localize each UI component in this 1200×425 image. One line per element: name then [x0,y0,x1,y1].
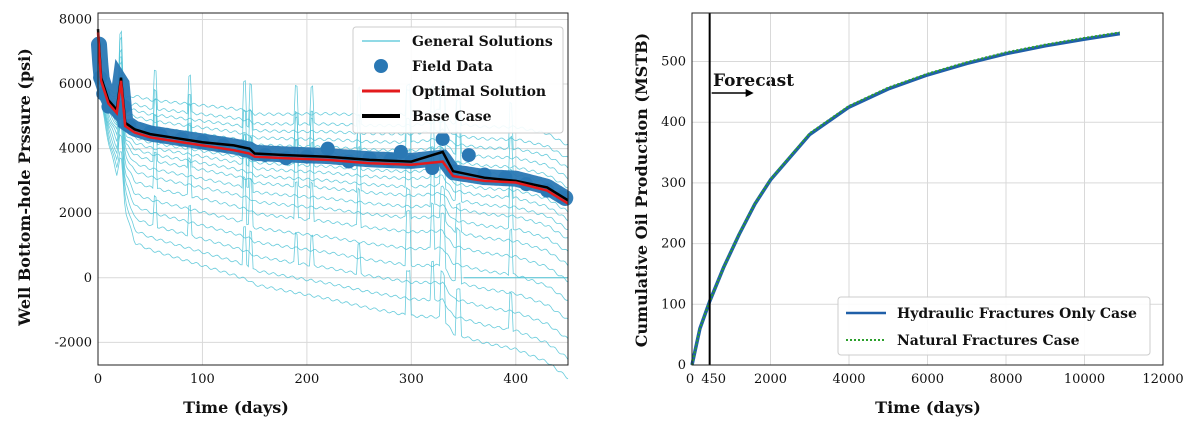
right-x-tick-12000: 12000 [1142,372,1183,387]
general-solution-line-16 [97,31,569,339]
general-solution-line-7 [97,31,569,213]
right-chart: Time (days) Cumulative Oil Production (M… [632,12,1184,417]
right-plot-frame [691,12,1164,366]
forecast-arrow-head [745,89,754,97]
right-x-tick-2000: 2000 [754,372,787,387]
field-data-point-22 [435,131,450,146]
left-y-tick-0: -2000 [55,335,92,350]
right-x-tick-450: 450 [701,372,726,387]
general-solution-line-11 [97,31,569,252]
legend-label-natural-fractures: Natural Fractures Case [897,333,1080,349]
right-x-axis-label: Time (days) [875,398,981,417]
left-x-tick-300: 300 [399,372,424,387]
general-solution-line-13 [97,33,569,283]
left-y-tick-5: 8000 [59,12,92,27]
right-legend-box [837,296,1151,356]
optimal-solution-line [96,32,569,205]
general-solution-line-18 [97,33,569,380]
left-legend-box [352,26,564,134]
general-solution-line-10 [97,31,568,239]
general-solution-line-15 [97,31,569,319]
right-y-tick-400: 400 [661,115,686,130]
left-plot-frame [97,12,569,366]
general-solution-line-12 [97,32,569,267]
field-data-point-24 [461,148,476,163]
general-solution-line-8 [97,33,569,222]
left-y-axis-label: Well Bottom-hole Prssure (psi) [15,48,34,327]
left-x-axis-label: Time (days) [183,398,289,417]
right-y-tick-300: 300 [661,176,686,191]
left-x-tick-0: 0 [94,372,102,387]
legend-label-field-data: Field Data [412,59,493,75]
general-solution-line-1 [97,30,569,158]
legend-swatch-field-data [374,59,388,73]
left-y-tick-1: 0 [84,271,92,286]
right-x-tick-6000: 6000 [911,372,944,387]
field-data-point-15 [320,141,335,156]
general-solution-line-9 [97,33,569,230]
general-solution-line-3 [97,33,569,180]
left-y-tick-2: 2000 [59,206,92,221]
right-y-tick-0: 0 [678,358,686,373]
legend-label-optimal-solution: Optimal Solution [412,84,546,100]
right-y-axis-label: Cumulative Oil Production (MSTB) [632,33,651,347]
left-y-tick-4: 6000 [59,77,92,92]
right-x-tick-0: 0 [686,372,694,387]
right-x-tick-4000: 4000 [832,372,865,387]
right-y-tick-500: 500 [661,55,686,70]
left-x-tick-100: 100 [190,372,215,387]
legend-label-general-solutions: General Solutions [412,34,553,50]
left-chart: Time (days) Well Bottom-hole Prssure (ps… [15,12,574,417]
general-solution-line-17 [97,32,569,360]
left-legend: General Solutions Field Data Optimal Sol… [352,26,564,134]
field-data-point-21 [425,161,440,176]
legend-label-hydraulic-fractures: Hydraulic Fractures Only Case [897,306,1137,322]
left-x-tick-400: 400 [503,372,528,387]
general-solution-line-2 [97,31,569,169]
left-y-tick-3: 4000 [59,142,92,157]
right-x-tick-10000: 10000 [1064,372,1105,387]
forecast-annotation: Forecast [713,71,794,91]
right-x-tick-8000: 8000 [989,372,1022,387]
natural-fractures-line [691,31,1120,366]
general-solution-line-14 [97,33,569,301]
field-data-point-19 [393,144,408,159]
right-y-tick-100: 100 [661,297,686,312]
left-x-tick-200: 200 [294,372,319,387]
right-y-tick-200: 200 [661,237,686,252]
right-legend: Hydraulic Fractures Only Case Natural Fr… [837,296,1151,356]
legend-label-base-case: Base Case [412,109,492,125]
